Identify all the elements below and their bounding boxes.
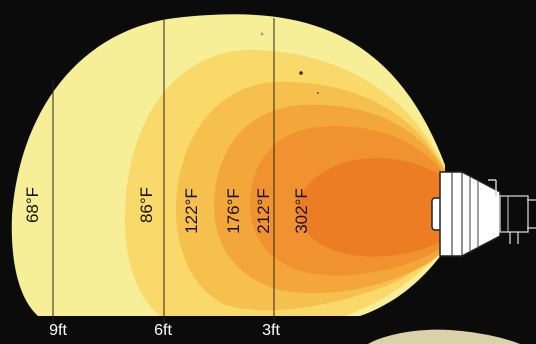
zone-302f xyxy=(298,158,445,257)
temp-label-86f: 86°F xyxy=(137,186,156,224)
heater-lamp-icon xyxy=(431,171,536,257)
temp-label-302f: 302°F xyxy=(292,188,311,234)
distance-label-6ft: 6ft xyxy=(154,322,172,339)
temp-label-68f: 68°F xyxy=(23,186,42,224)
speck xyxy=(260,32,264,36)
corner-disc xyxy=(368,329,520,344)
speck xyxy=(317,92,319,94)
temp-label-212f: 212°F xyxy=(254,188,273,234)
temp-label-176f: 176°F xyxy=(224,188,243,234)
distance-label-3ft: 3ft xyxy=(262,322,280,339)
distance-label-9ft: 9ft xyxy=(49,322,67,339)
speck xyxy=(299,71,303,75)
temp-label-122f: 122°F xyxy=(182,188,201,234)
